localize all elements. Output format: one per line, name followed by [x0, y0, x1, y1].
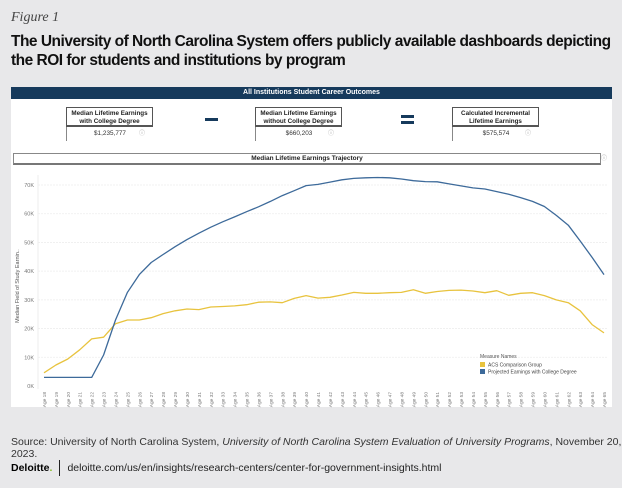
- y-tick-label: 40K: [24, 269, 34, 275]
- x-tick-label: Age 53: [459, 392, 465, 408]
- logo-dot: .: [49, 462, 53, 474]
- projected-earnings-line: [44, 176, 605, 379]
- x-tick-label: Age 43: [340, 392, 346, 408]
- x-tick-label: Age 31: [197, 392, 203, 408]
- x-tick-label: Age 36: [256, 392, 262, 408]
- x-tick-label: Age 65: [602, 392, 608, 408]
- legend-label: ACS Comparison Group: [488, 362, 542, 368]
- x-tick-label: Age 59: [531, 392, 537, 408]
- chart-header: Median Lifetime Earnings Trajectory: [13, 153, 601, 165]
- legend-swatch: [480, 362, 485, 367]
- kpi-title: Calculated Incremental Lifetime Earnings: [452, 107, 539, 127]
- kpi-title: Median Lifetime Earnings without College…: [255, 107, 342, 127]
- x-tick-label: Age 27: [149, 392, 155, 408]
- source-suffix: , November 20, 2023.: [11, 436, 622, 460]
- footer-divider: [59, 460, 61, 476]
- x-tick-label: Age 62: [566, 392, 572, 408]
- x-tick-label: Age 23: [102, 392, 108, 408]
- x-tick-label: Age 39: [292, 392, 298, 408]
- y-tick-label: 30K: [24, 298, 34, 304]
- deloitte-logo: Deloitte.: [11, 462, 52, 474]
- y-tick-label: 50K: [24, 240, 34, 246]
- dashboard-panel: All Institutions Student Career Outcomes…: [11, 87, 612, 407]
- figure-title: The University of North Carolina System …: [11, 33, 611, 69]
- x-tick-label: Age 24: [113, 392, 119, 408]
- x-tick-label: Age 54: [471, 392, 477, 408]
- footer: Deloitte. deloitte.com/us/en/insights/re…: [11, 460, 442, 476]
- kpi-title: Median Lifetime Earnings with College De…: [66, 107, 153, 127]
- y-tick-label: 70K: [24, 183, 34, 189]
- footer-url[interactable]: deloitte.com/us/en/insights/research-cen…: [67, 462, 442, 474]
- x-tick-label: Age 21: [78, 392, 84, 408]
- x-tick-label: Age 52: [447, 392, 453, 408]
- x-tick-label: Age 19: [54, 392, 60, 408]
- logo-text: Deloitte: [11, 462, 50, 474]
- x-tick-label: Age 18: [42, 392, 48, 408]
- info-icon[interactable]: ⓘ: [327, 131, 334, 137]
- x-tick-label: Age 50: [423, 392, 429, 408]
- x-tick-label: Age 63: [578, 392, 584, 408]
- info-icon[interactable]: ⓘ: [138, 131, 145, 137]
- x-tick-label: Age 55: [483, 392, 489, 408]
- minus-icon: [205, 118, 218, 121]
- y-axis-label: Median Field of Study Earnin..: [15, 249, 21, 323]
- x-tick-label: Age 64: [590, 392, 596, 408]
- x-tick-label: Age 58: [519, 392, 525, 408]
- y-tick-label: 10K: [24, 355, 34, 361]
- x-tick-label: Age 29: [173, 392, 179, 408]
- x-tick-label: Age 26: [137, 392, 143, 408]
- y-tick-label: 60K: [24, 212, 34, 218]
- x-tick-label: Age 38: [280, 392, 286, 408]
- kpi-value: $1,235,777 ⓘ: [66, 127, 153, 141]
- x-tick-label: Age 47: [388, 392, 394, 408]
- kpi-value: $575,574 ⓘ: [452, 127, 539, 141]
- figure-label: Figure 1: [11, 10, 60, 25]
- x-tick-label: Age 40: [304, 392, 310, 408]
- kpi-without-degree: Median Lifetime Earnings without College…: [255, 107, 342, 141]
- kpi-value-text: $1,235,777: [94, 130, 126, 137]
- x-tick-label: Age 32: [209, 392, 215, 408]
- x-tick-label: Age 20: [66, 392, 72, 408]
- x-tick-label: Age 33: [221, 392, 227, 408]
- source-prefix: Source: University of North Carolina Sys…: [11, 436, 223, 448]
- x-tick-label: Age 37: [268, 392, 274, 408]
- info-icon[interactable]: ⓘ: [524, 131, 531, 137]
- y-tick-label: 0K: [27, 384, 34, 390]
- x-tick-label: Age 56: [495, 392, 501, 408]
- x-tick-label: Age 57: [507, 392, 513, 408]
- acs-comparison-line: [43, 289, 605, 374]
- x-tick-label: Age 28: [161, 392, 167, 408]
- legend-title: Measure Names: [480, 354, 517, 360]
- dashboard-header: All Institutions Student Career Outcomes: [11, 87, 612, 99]
- kpi-value-text: $575,574: [482, 130, 510, 137]
- x-tick-label: Age 60: [542, 392, 548, 408]
- x-tick-label: Age 30: [185, 392, 191, 408]
- x-tick-label: Age 44: [352, 392, 358, 408]
- source-title: University of North Carolina System Eval…: [222, 436, 550, 448]
- x-tick-label: Age 42: [328, 392, 334, 408]
- x-tick-label: Age 51: [435, 392, 441, 408]
- equals-icon-bottom: [401, 121, 414, 124]
- x-tick-label: Age 22: [90, 392, 96, 408]
- kpi-value: $660,203 ⓘ: [255, 127, 342, 141]
- kpi-incremental: Calculated Incremental Lifetime Earnings…: [452, 107, 539, 141]
- legend-swatch: [480, 369, 485, 374]
- x-tick-label: Age 61: [554, 392, 560, 408]
- x-tick-label: Age 49: [411, 392, 417, 408]
- x-tick-label: Age 41: [316, 392, 322, 408]
- x-tick-label: Age 25: [125, 392, 131, 408]
- legend-label: Projected Earnings with College Degree: [488, 369, 577, 375]
- x-tick-label: Age 45: [364, 392, 370, 408]
- y-tick-label: 20K: [24, 327, 34, 333]
- x-tick-label: Age 34: [233, 392, 239, 408]
- x-tick-label: Age 35: [245, 392, 251, 408]
- source-note: Source: University of North Carolina Sys…: [11, 436, 622, 460]
- kpi-value-text: $660,203: [285, 130, 313, 137]
- kpi-with-degree: Median Lifetime Earnings with College De…: [66, 107, 153, 141]
- info-icon[interactable]: ⓘ: [600, 156, 607, 162]
- equals-icon-top: [401, 115, 414, 118]
- x-tick-label: Age 46: [376, 392, 382, 408]
- x-tick-label: Age 48: [399, 392, 405, 408]
